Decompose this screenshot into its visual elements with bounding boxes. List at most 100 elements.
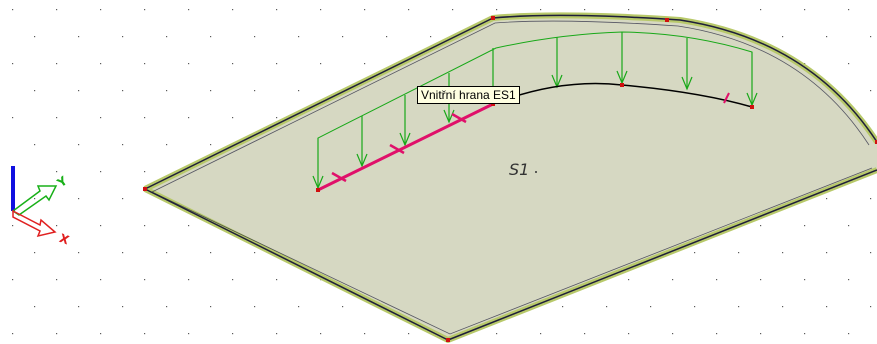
grid-dot (232, 333, 234, 335)
grid-dot (760, 9, 762, 11)
grid-dot (122, 252, 124, 254)
grid-dot (232, 117, 234, 119)
edge-tick (451, 112, 467, 124)
grid-dot (628, 279, 630, 281)
node-point[interactable] (316, 188, 320, 192)
grid-dot (870, 36, 872, 38)
grid-dot (716, 9, 718, 11)
node-point[interactable] (491, 102, 495, 106)
grid-dot (166, 144, 168, 146)
grid-dot (12, 225, 14, 227)
grid-dot (144, 117, 146, 119)
grid-dot (232, 63, 234, 65)
grid-dot (430, 36, 432, 38)
grid-dot (276, 279, 278, 281)
grid-dot (628, 9, 630, 11)
slab-inner-offset-edge (151, 20, 873, 335)
node-point[interactable] (446, 338, 450, 342)
grid-dot (496, 9, 498, 11)
node-point[interactable] (620, 83, 624, 87)
grid-dot (34, 252, 36, 254)
grid-dot (166, 306, 168, 308)
slab-surface[interactable] (145, 15, 877, 341)
grid-dot (848, 225, 850, 227)
grid-dot (694, 252, 696, 254)
node-point[interactable] (665, 18, 669, 22)
grid-dot (848, 63, 850, 65)
grid-dot (78, 306, 80, 308)
grid-dot (12, 117, 14, 119)
grid-dot (210, 252, 212, 254)
grid-dot (78, 252, 80, 254)
grid-dot (232, 9, 234, 11)
edge-tick (331, 171, 347, 183)
grid-dot (56, 9, 58, 11)
grid-dot (144, 63, 146, 65)
grid-dot (804, 333, 806, 335)
grid-dot (144, 171, 146, 173)
grid-dot (364, 9, 366, 11)
grid-dot (56, 117, 58, 119)
grid-dot (496, 333, 498, 335)
grid-dot (342, 36, 344, 38)
load-arrow-head (356, 153, 368, 168)
curve-tick-mark (723, 92, 730, 104)
grid-dot (188, 117, 190, 119)
grid-dot (56, 333, 58, 335)
grid-dot (166, 36, 168, 38)
x-axis-label: X (58, 231, 72, 248)
load-arrow-head (681, 76, 693, 91)
line-load[interactable] (312, 31, 758, 190)
grid-dot (364, 333, 366, 335)
grid-dot (210, 306, 212, 308)
slab-s1[interactable]: S1 (143, 12, 877, 343)
grid-dot (298, 36, 300, 38)
grid-dot (540, 9, 542, 11)
grid-dot (276, 9, 278, 11)
grid-dot (78, 198, 80, 200)
grid-dot (738, 252, 740, 254)
grid-dot (782, 252, 784, 254)
grid-dot (804, 279, 806, 281)
grid-dot (12, 333, 14, 335)
grid-dot (166, 252, 168, 254)
grid-dot (826, 252, 828, 254)
grid-dot (100, 279, 102, 281)
grid-dot (188, 63, 190, 65)
grid-dot (276, 333, 278, 335)
grid-dot (804, 63, 806, 65)
grid-dot (56, 225, 58, 227)
nodes[interactable] (143, 16, 877, 342)
grid-dot (34, 36, 36, 38)
grid-dot (210, 36, 212, 38)
grid-dot (672, 333, 674, 335)
grid-dot (254, 306, 256, 308)
grid-dot (760, 225, 762, 227)
grid-dot (78, 36, 80, 38)
grid-dot (100, 63, 102, 65)
grid-dot (122, 90, 124, 92)
node-point[interactable] (875, 140, 877, 144)
node-point[interactable] (750, 105, 754, 109)
node-point[interactable] (143, 187, 147, 191)
grid-dot (276, 63, 278, 65)
inner-edge-straight[interactable] (317, 102, 494, 192)
grid-dot (12, 279, 14, 281)
grid-dot (782, 306, 784, 308)
grid-dot (650, 306, 652, 308)
load-arrow-head (399, 132, 411, 147)
node-point[interactable] (491, 16, 495, 20)
grid-dot (210, 90, 212, 92)
coordinate-axes-icon: Y X (11, 166, 72, 248)
grid-dot (804, 225, 806, 227)
grid-dot (408, 333, 410, 335)
grid-dot (738, 306, 740, 308)
grid-dot (122, 306, 124, 308)
grid-dot (298, 90, 300, 92)
grid-dot (386, 36, 388, 38)
y-axis-label: Y (54, 173, 70, 190)
grid-dot (848, 333, 850, 335)
grid-dot (56, 279, 58, 281)
